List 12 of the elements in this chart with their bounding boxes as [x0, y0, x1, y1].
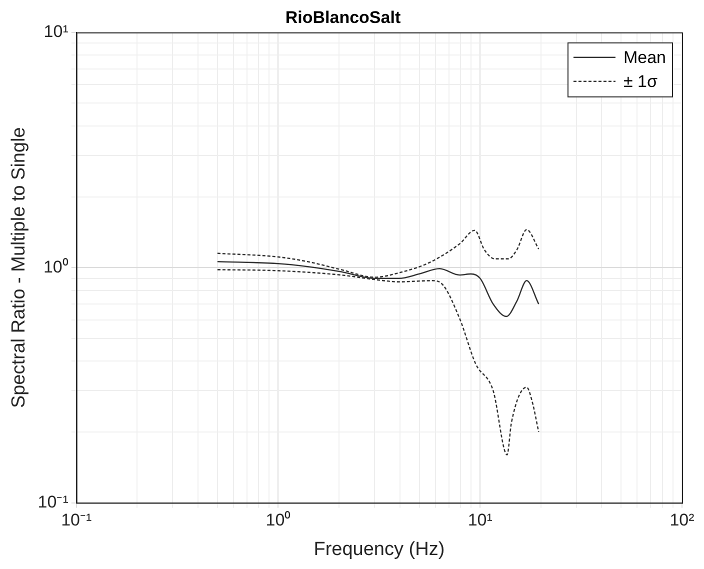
- x-axis-title: Frequency (Hz): [314, 538, 445, 560]
- x-tick-label: 10⁻¹: [61, 510, 92, 530]
- y-tick-label: 10⁻¹: [38, 492, 69, 512]
- y-axis-title: Spectral Ratio - Multiple to Single: [8, 127, 30, 408]
- y-tick-label: 10⁰: [43, 257, 68, 276]
- chart-title: RioBlancoSalt: [285, 8, 401, 27]
- x-tick-label: 10⁰: [266, 510, 291, 530]
- x-tick-label: 10²: [670, 510, 695, 530]
- legend-label: ± 1σ: [623, 72, 658, 92]
- y-tick-label: 10¹: [44, 22, 69, 42]
- x-tick-label: 10¹: [468, 510, 493, 530]
- legend-label: Mean: [623, 48, 666, 68]
